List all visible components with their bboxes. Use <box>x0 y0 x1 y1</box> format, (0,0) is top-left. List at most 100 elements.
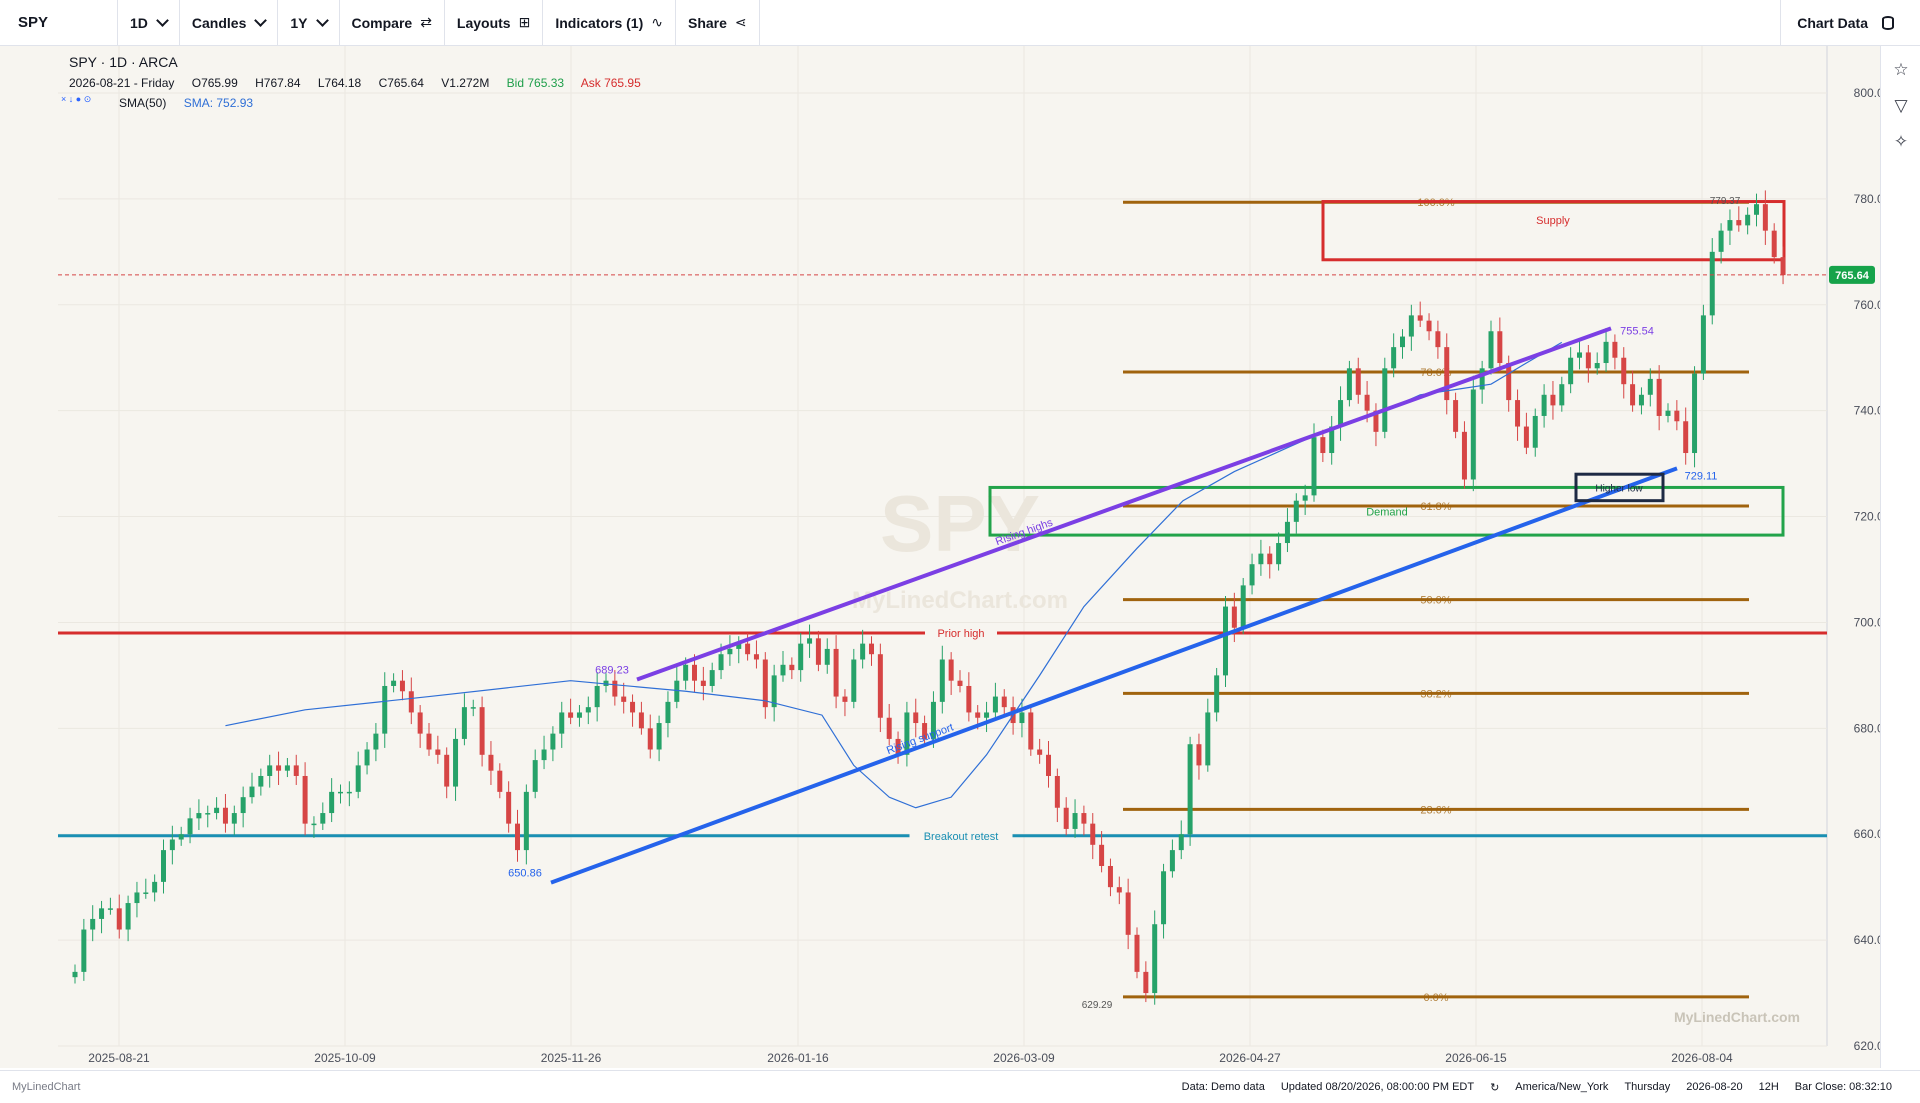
candle-body <box>1063 807 1069 829</box>
database-icon <box>1882 15 1894 30</box>
candle-body <box>329 791 335 814</box>
candle-body <box>1302 495 1308 501</box>
candle-body <box>1577 352 1582 358</box>
candle-body <box>913 712 919 724</box>
candle-body <box>1072 813 1078 829</box>
candle-body <box>435 749 441 755</box>
status-items: Data: Demo data Updated 08/20/2026, 08:0… <box>1182 1081 1892 1094</box>
candle-body <box>399 680 405 692</box>
x-tick-label: 2026-04-27 <box>1219 1051 1281 1065</box>
candle-body <box>222 807 228 824</box>
candle-body <box>1276 543 1282 565</box>
candle-body <box>284 765 290 771</box>
candle-body <box>904 712 910 755</box>
candle-body <box>1196 744 1202 766</box>
candle-body <box>1391 347 1397 369</box>
range-dropdown[interactable]: 1Y <box>278 0 340 45</box>
legend-controls-icon[interactable]: × ↓ ● ⊙ <box>61 94 92 104</box>
candle-body <box>461 707 467 739</box>
candle-body <box>1771 230 1777 258</box>
candle-body <box>771 675 777 708</box>
y-tick-label: 620.00 <box>1854 1039 1880 1053</box>
legend-volume: V1.272M <box>441 76 490 90</box>
candle-body <box>532 760 538 792</box>
candle-body <box>1037 749 1043 755</box>
rising-support-line <box>550 466 1678 885</box>
candle-body <box>975 712 981 718</box>
x-tick-label: 2026-08-04 <box>1671 1051 1733 1065</box>
candle-body <box>647 728 653 750</box>
chart-data-button[interactable]: Chart Data <box>1780 0 1894 45</box>
candle-body <box>869 643 874 655</box>
candle-body <box>1550 394 1556 406</box>
x-tick-label: 2025-10-09 <box>314 1051 376 1065</box>
candle-body <box>948 659 954 681</box>
candle-body <box>373 733 379 750</box>
status-bar: MyLinedChart Data: Demo data Updated 08/… <box>0 1070 1920 1103</box>
legend-high: H767.84 <box>255 76 301 90</box>
candle-body <box>1426 320 1432 332</box>
candle-body <box>1001 696 1007 708</box>
timezone-label[interactable]: America/New_York <box>1515 1081 1609 1093</box>
candle-body <box>630 701 636 713</box>
compare-button[interactable]: Compare ⇄ <box>340 0 445 45</box>
candle-body <box>1709 251 1715 316</box>
candle-body <box>1506 363 1512 401</box>
candle-body <box>939 659 945 702</box>
candle-body <box>258 775 264 787</box>
indicators-button[interactable]: Indicators (1) ∿ <box>543 0 676 45</box>
updated-time: Updated 08/20/2026, 08:00:00 PM EDT <box>1280 1081 1475 1093</box>
candle-body <box>479 707 485 755</box>
candle-body <box>338 791 343 794</box>
price-chart[interactable]: 620.00 640.00 660.00 680.00 700.00 720.00 740.… <box>0 46 1880 1068</box>
interval-label: 1D <box>130 14 148 31</box>
candle-body <box>541 749 547 761</box>
share-button[interactable]: Share ⋖ <box>676 0 760 45</box>
candle-body <box>807 638 813 644</box>
candle-body <box>1338 400 1344 427</box>
interval-dropdown[interactable]: 1D <box>118 0 180 45</box>
share-icon: ⋖ <box>734 14 747 30</box>
candle-body <box>1435 331 1441 348</box>
candle-body <box>99 908 105 919</box>
candle-body <box>1754 204 1759 215</box>
candle-body <box>453 738 459 787</box>
candle-body <box>1240 585 1246 628</box>
candle-body <box>506 791 512 824</box>
pulse-icon: ∿ <box>651 14 663 30</box>
candle-body <box>90 918 96 930</box>
candle-body <box>1453 400 1459 432</box>
filter-icon[interactable]: ▽ <box>1894 96 1908 115</box>
right-side-toolbar: ☆ ▽ ✧ <box>1881 46 1920 1068</box>
candle-body <box>1532 415 1538 448</box>
candle-body <box>700 680 706 686</box>
chart-legend: SPY · 1D · ARCA 2026-08-21 - Friday O765… <box>61 54 655 110</box>
candle-body <box>1523 426 1529 448</box>
candle-body <box>656 723 662 750</box>
refresh-icon[interactable]: ↻ <box>1490 1082 1500 1094</box>
session-label[interactable]: 12H <box>1758 1081 1779 1093</box>
candle-body <box>1594 363 1600 369</box>
candle-body <box>992 696 998 713</box>
candle-body <box>178 834 184 840</box>
chart-type-dropdown[interactable]: Candles <box>180 0 279 45</box>
symbol-search[interactable]: SPY <box>0 0 118 45</box>
chart-area[interactable]: 620.00 640.00 660.00 680.00 700.00 720.00 740.… <box>0 46 1881 1068</box>
candle-body <box>753 654 759 660</box>
candle-body <box>1205 712 1211 766</box>
demand-zone <box>988 485 1785 537</box>
candle-body <box>1125 892 1131 935</box>
sparkle-icon[interactable]: ✧ <box>1893 132 1909 151</box>
x-tick-label: 2026-03-09 <box>993 1051 1055 1065</box>
candle-body <box>107 908 113 910</box>
candle-body <box>134 892 140 904</box>
star-icon[interactable]: ☆ <box>1893 60 1909 79</box>
candle-body <box>187 818 193 835</box>
candle-body <box>815 638 821 665</box>
candle-body <box>1373 410 1379 432</box>
candle-body <box>1046 754 1051 776</box>
layouts-button[interactable]: Layouts ⊞ <box>445 0 544 45</box>
swing-high-label: 779.37 <box>1710 196 1741 207</box>
candle-body <box>1382 368 1388 432</box>
fib-level-label: 0.0% <box>1423 992 1448 1004</box>
